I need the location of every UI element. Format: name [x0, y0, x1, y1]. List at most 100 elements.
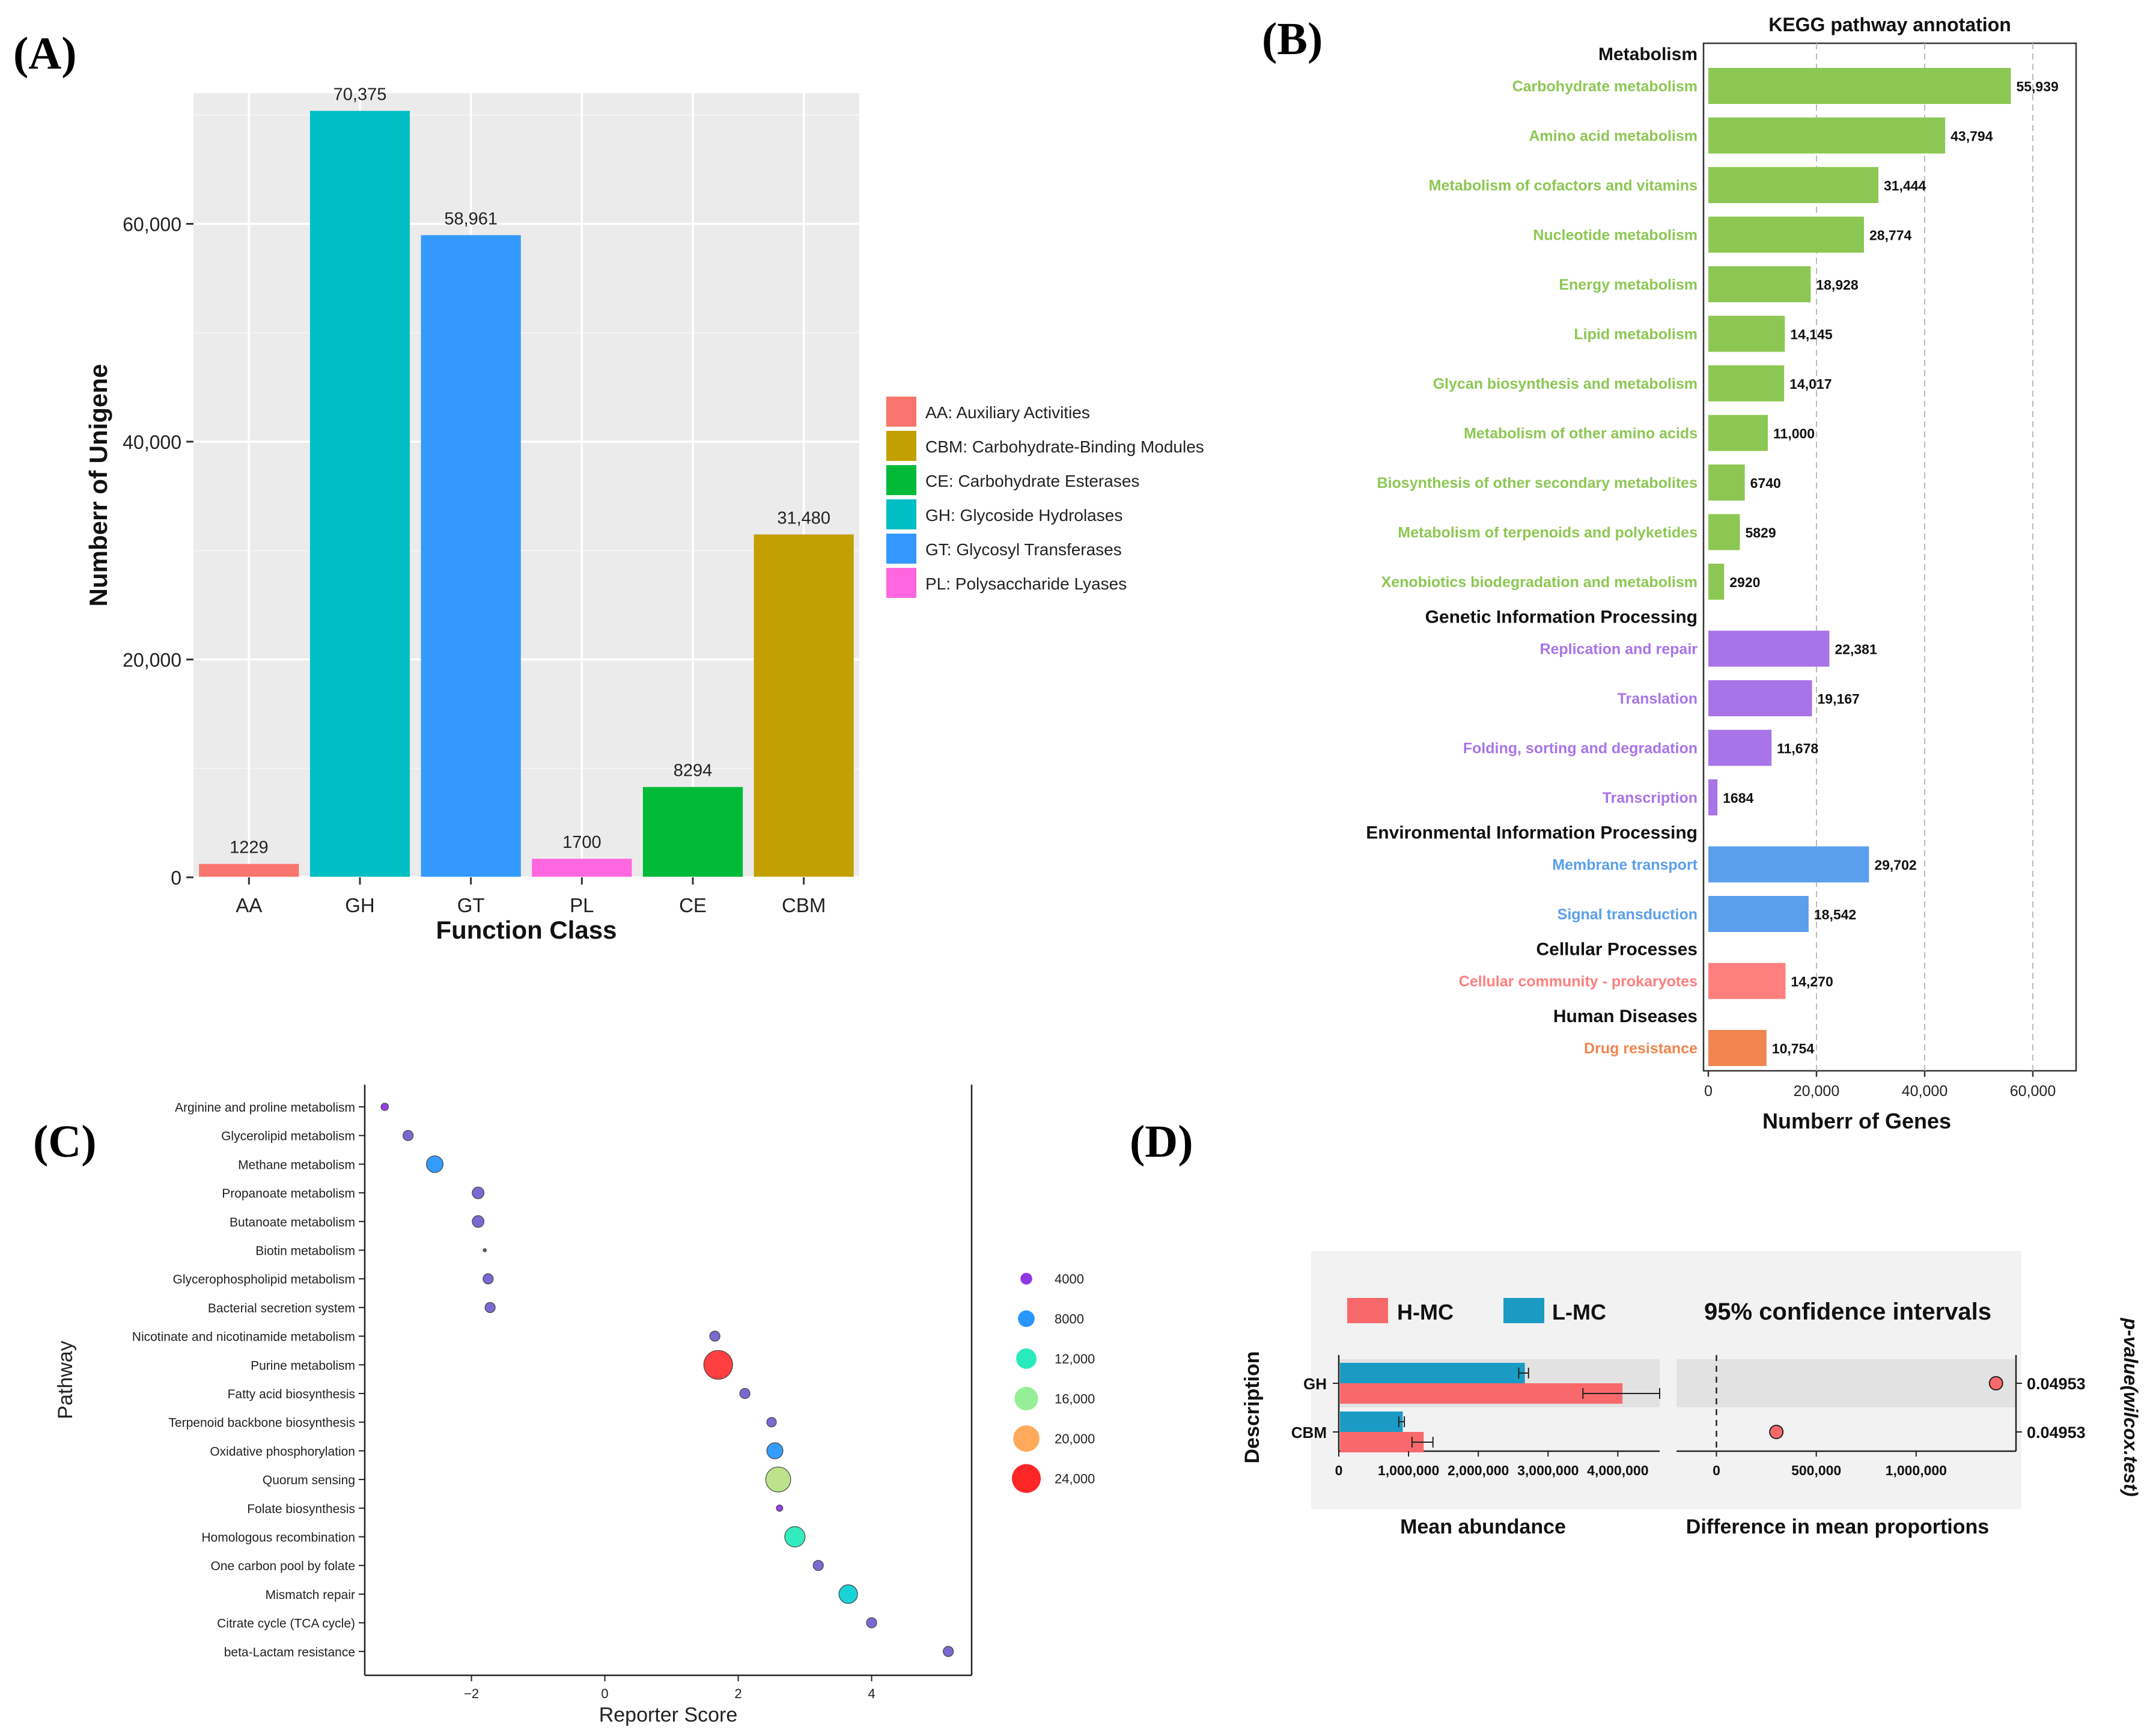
panel-c-chart: Arginine and proline metabolism Glyceroli…: [54, 1085, 1095, 1726]
pathway-label: Nicotinate and nicotinamide metabolism: [132, 1330, 355, 1344]
x-tick-label: 0: [1335, 1463, 1343, 1478]
bar-value-label: 11,678: [1777, 741, 1818, 757]
bar-kegg: [1708, 365, 1785, 401]
p-value-axis-title: p-value(wilcox.test): [2120, 1318, 2142, 1497]
bar-kegg: [1708, 729, 1772, 766]
legend-swatch: [886, 568, 916, 598]
bar-ce: [642, 787, 743, 877]
group-heading: Human Diseases: [1553, 1007, 1698, 1026]
bar-value-label: 8294: [674, 761, 713, 781]
scatter-point: [403, 1130, 414, 1141]
x-tick-label: 2,000,000: [1448, 1463, 1509, 1478]
category-label: Energy metabolism: [1559, 276, 1698, 293]
x-axis-title: Mean abundance: [1400, 1515, 1566, 1538]
bar-value-label: 58,961: [444, 209, 498, 228]
category-label: Folding, sorting and degradation: [1463, 740, 1698, 757]
scatter-point: [766, 1442, 784, 1460]
pathway-label: Fatty acid biosynthesis: [228, 1387, 355, 1401]
scatter-point: [812, 1560, 824, 1571]
bar-value-label: 22,381: [1835, 642, 1877, 657]
x-tick-label: 500,000: [1791, 1463, 1841, 1478]
pathway-label: Folate biosynthesis: [247, 1502, 355, 1516]
x-axis-title: Reporter Score: [599, 1704, 738, 1726]
bar-kegg: [1708, 896, 1809, 932]
bar-kegg: [1708, 167, 1878, 203]
bar-value-label: 14,017: [1789, 376, 1832, 392]
legend-size-label: 24,000: [1055, 1472, 1095, 1487]
category-label: Glycan biosynthesis and metabolism: [1433, 376, 1698, 392]
legend-label: L-MC: [1552, 1300, 1606, 1324]
bar-kegg: [1708, 415, 1768, 451]
y-axis-title: Pathway: [54, 1341, 77, 1419]
bar-kegg: [1708, 117, 1946, 154]
pathway-label: Arginine and proline metabolism: [175, 1101, 355, 1115]
bar-value-label: 43,794: [1950, 129, 1993, 144]
x-tick-label: GH: [345, 894, 375, 916]
legend-label: CE: Carbohydrate Esterases: [925, 472, 1139, 490]
x-tick-label: 2: [734, 1686, 742, 1701]
bar-kegg: [1708, 564, 1725, 600]
x-tick-label: GT: [457, 894, 485, 916]
bar-value-label: 55,939: [2016, 79, 2058, 94]
legend-swatch-hmc: [1347, 1298, 1388, 1323]
scatter-point: [784, 1526, 806, 1548]
bar-value-label: 1700: [562, 833, 601, 852]
mean-abundance-bar: [1340, 1432, 1424, 1452]
plot-frame: [1702, 42, 2077, 1072]
bar-value-label: 1229: [230, 838, 269, 857]
pathway-label: Homologous recombination: [201, 1531, 355, 1545]
bar-value-label: 14,145: [1790, 327, 1833, 343]
bar-value-label: 29,702: [1874, 857, 1916, 873]
x-axis-title: Numberr of Genes: [1762, 1109, 1951, 1133]
category-label: Translation: [1618, 690, 1698, 707]
bar-value-label: 70,375: [333, 85, 387, 104]
legend-size-circle: [1016, 1348, 1037, 1369]
bar-value-label: 18,542: [1814, 907, 1856, 922]
x-tick-label: 1,000,000: [1378, 1463, 1439, 1478]
category-label: Metabolism of terpenoids and polyketides: [1398, 525, 1698, 541]
scatter-point: [703, 1350, 733, 1380]
y-tick-label: 20,000: [123, 650, 181, 671]
panel-d-chart: H-MC L-MC 95% confidence intervals GH CBM 0 1,…: [1241, 1251, 2142, 1538]
bar-kegg: [1708, 315, 1785, 352]
p-value-label: 0.04953: [2027, 1424, 2086, 1442]
bar-aa: [199, 863, 299, 877]
bar-kegg: [1708, 464, 1745, 501]
x-tick-label: 4: [868, 1686, 875, 1701]
legend-size-label: 12,000: [1055, 1351, 1095, 1366]
group-heading: Genetic Information Processing: [1425, 608, 1698, 627]
bar-value-label: 6740: [1750, 475, 1781, 491]
category-label: Biosynthesis of other secondary metaboli…: [1377, 475, 1698, 492]
pathway-label: Oxidative phosphorylation: [210, 1445, 355, 1458]
x-tick-label: 0: [601, 1686, 608, 1701]
pathway-label: Glycerophospholipid metabolism: [173, 1273, 356, 1287]
category-label: Metabolism of other amino acids: [1464, 425, 1698, 442]
y-tick-label: 60,000: [123, 214, 181, 236]
category-label: Replication and repair: [1539, 641, 1698, 658]
scatter-point: [709, 1330, 720, 1342]
panel-label-c: (C): [33, 1116, 97, 1167]
legend-size-label: 8000: [1055, 1312, 1084, 1327]
pathway-label: Bacterial secretion system: [208, 1302, 355, 1315]
y-tick-label: 40,000: [123, 431, 181, 453]
x-axis-title: Difference in mean proportions: [1686, 1515, 1989, 1538]
bar-kegg: [1708, 68, 2011, 104]
scatter-point: [766, 1417, 777, 1428]
difference-point: [1769, 1425, 1784, 1439]
bar-kegg: [1708, 266, 1811, 302]
scatter-point: [426, 1155, 443, 1173]
legend-swatch: [886, 397, 916, 427]
pathway-label: Quorum sensing: [263, 1473, 355, 1487]
bar-kegg: [1708, 1030, 1767, 1066]
bar-value-label: 31,480: [777, 508, 830, 528]
legend-size-label: 4000: [1055, 1272, 1084, 1287]
category-label: Amino acid metabolism: [1529, 128, 1698, 145]
group-heading: Cellular Processes: [1536, 940, 1698, 960]
legend-swatch: [886, 499, 916, 529]
bar-kegg: [1708, 846, 1869, 883]
bar-kegg: [1708, 630, 1830, 667]
bar-value-label: 11,000: [1773, 426, 1815, 442]
x-tick-label: 0: [1704, 1083, 1713, 1100]
scatter-point: [483, 1248, 487, 1252]
bar-kegg: [1708, 779, 1718, 815]
